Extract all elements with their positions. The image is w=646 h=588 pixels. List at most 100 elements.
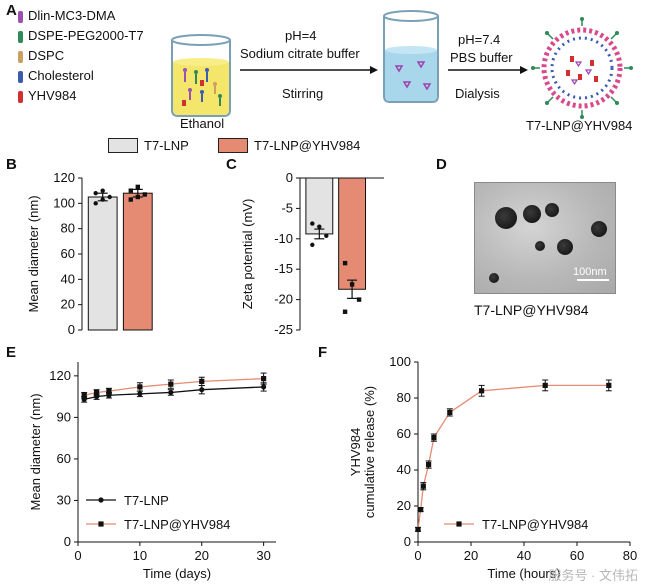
step2-buffer-label: PBS buffer — [450, 50, 513, 65]
data-point — [135, 194, 140, 200]
component-icon — [18, 90, 23, 103]
data-point — [415, 526, 421, 532]
bar — [122, 192, 153, 331]
schematic — [171, 10, 633, 119]
nanoparticle — [523, 205, 541, 223]
y-axis-label: YHV984 — [348, 428, 363, 476]
legend-label: T7-LNP@YHV984 — [482, 517, 588, 532]
data-point — [349, 282, 355, 287]
y-tick-label: 120 — [53, 170, 75, 185]
x-tick-label: 60 — [570, 548, 584, 563]
data-point — [93, 201, 98, 206]
panel-label-f: F — [318, 344, 328, 361]
bar — [338, 177, 367, 290]
y-tick-label: 0 — [68, 322, 75, 337]
data-point — [106, 388, 112, 394]
beaker-buffer-icon — [383, 10, 439, 103]
y-tick-label: -15 — [274, 261, 293, 276]
chart-b: 0 20 40 60 80 100 120 Mean diameter (nm) — [26, 170, 153, 337]
watermark: 服务号 · 文伟拓 — [548, 568, 638, 583]
component-label: DSPE-PEG2000-T7 — [28, 28, 144, 43]
legend-marker — [98, 521, 104, 527]
component-item: DSPC — [18, 48, 64, 63]
tem-caption: T7-LNP@YHV984 — [474, 302, 589, 318]
nanoparticle — [535, 241, 545, 251]
y-tick-label: 20 — [61, 297, 75, 312]
data-point — [479, 388, 485, 394]
tem-image: 100nm — [474, 182, 616, 294]
legend-item-t7-lnp: T7-LNP — [108, 138, 189, 153]
step2-ph-label: pH=7.4 — [458, 32, 501, 47]
ethanol-label: Ethanol — [180, 116, 225, 131]
component-item: YHV984 — [18, 88, 76, 103]
panel-label-d: D — [436, 156, 447, 173]
data-point — [142, 192, 147, 197]
y-tick-label: -5 — [281, 200, 293, 215]
nanoparticle — [591, 221, 607, 237]
beaker-ethanol-icon — [171, 34, 231, 117]
data-point — [418, 507, 424, 513]
x-tick-label: 10 — [133, 548, 147, 563]
y-tick-label: -25 — [274, 322, 293, 337]
legend-swatch-salmon — [218, 138, 248, 153]
nanoparticle — [545, 203, 559, 217]
y-axis-label: Mean diameter (nm) — [26, 195, 41, 312]
data-point — [426, 462, 432, 468]
panel-label-a: A — [6, 2, 17, 19]
x-tick-label: 20 — [195, 548, 209, 563]
data-point — [199, 378, 205, 384]
chart-f: 0 20 40 60 80 100 0 20 40 60 80 Time (hours) YHV984 c… — [348, 354, 637, 581]
data-point — [261, 384, 267, 390]
legend-label-t7-lnp-yhv984: T7-LNP@YHV984 — [254, 138, 361, 153]
x-axis-label: Time (days) — [143, 566, 211, 581]
lnp-particle-icon — [531, 17, 633, 119]
y-axis-label: cumulative release (%) — [362, 386, 377, 518]
y-tick-label: -20 — [274, 292, 293, 307]
y-tick-label: 60 — [397, 426, 411, 441]
x-tick-label: 30 — [256, 548, 270, 563]
data-point — [342, 309, 348, 314]
y-axis-label: Mean diameter (nm) — [28, 393, 43, 510]
x-axis-label: Time (hours) — [487, 566, 560, 581]
y-tick-label: 100 — [53, 195, 75, 210]
component-icon — [18, 70, 23, 83]
y-tick-label: 60 — [61, 246, 75, 261]
legend-marker — [456, 521, 462, 527]
scale-bar-label: 100nm — [573, 266, 607, 278]
component-label: Cholesterol — [28, 68, 94, 83]
legend-swatch-grey — [108, 138, 138, 153]
data-point — [324, 233, 329, 238]
data-point — [128, 197, 133, 202]
y-axis-label: Zeta potential (mV) — [240, 199, 255, 310]
chart-e: 0 30 60 90 120 0 10 20 30 Time (days) Mean diamete… — [28, 362, 276, 581]
data-point — [100, 197, 105, 202]
panel-label-c: C — [226, 156, 237, 173]
y-tick-label: 20 — [397, 498, 411, 513]
component-label: DSPC — [28, 48, 65, 63]
data-point — [93, 191, 98, 196]
data-point — [310, 221, 315, 226]
data-point — [542, 382, 548, 388]
data-point — [356, 297, 362, 302]
y-tick-label: 90 — [57, 409, 71, 424]
component-label: YHV984 — [28, 88, 77, 103]
x-tick-label: 0 — [414, 548, 421, 563]
legend-label-t7-lnp: T7-LNP — [144, 138, 189, 153]
data-point — [100, 188, 105, 193]
x-tick-label: 40 — [517, 548, 531, 563]
data-point — [310, 242, 315, 248]
scale-bar — [577, 279, 609, 281]
component-icon — [18, 30, 23, 43]
y-tick-label: -10 — [274, 231, 293, 246]
data-point — [317, 224, 322, 229]
panel-label-e: E — [6, 344, 17, 361]
component-item: Cholesterol — [18, 68, 94, 83]
bar — [87, 196, 118, 331]
data-point — [199, 387, 205, 393]
x-tick-label: 80 — [623, 548, 637, 563]
data-point — [431, 435, 437, 441]
y-tick-label: 0 — [64, 534, 71, 549]
y-tick-label: 80 — [397, 390, 411, 405]
panel-label-b: B — [6, 156, 17, 173]
component-label: Dlin-MC3-DMA — [28, 8, 116, 23]
